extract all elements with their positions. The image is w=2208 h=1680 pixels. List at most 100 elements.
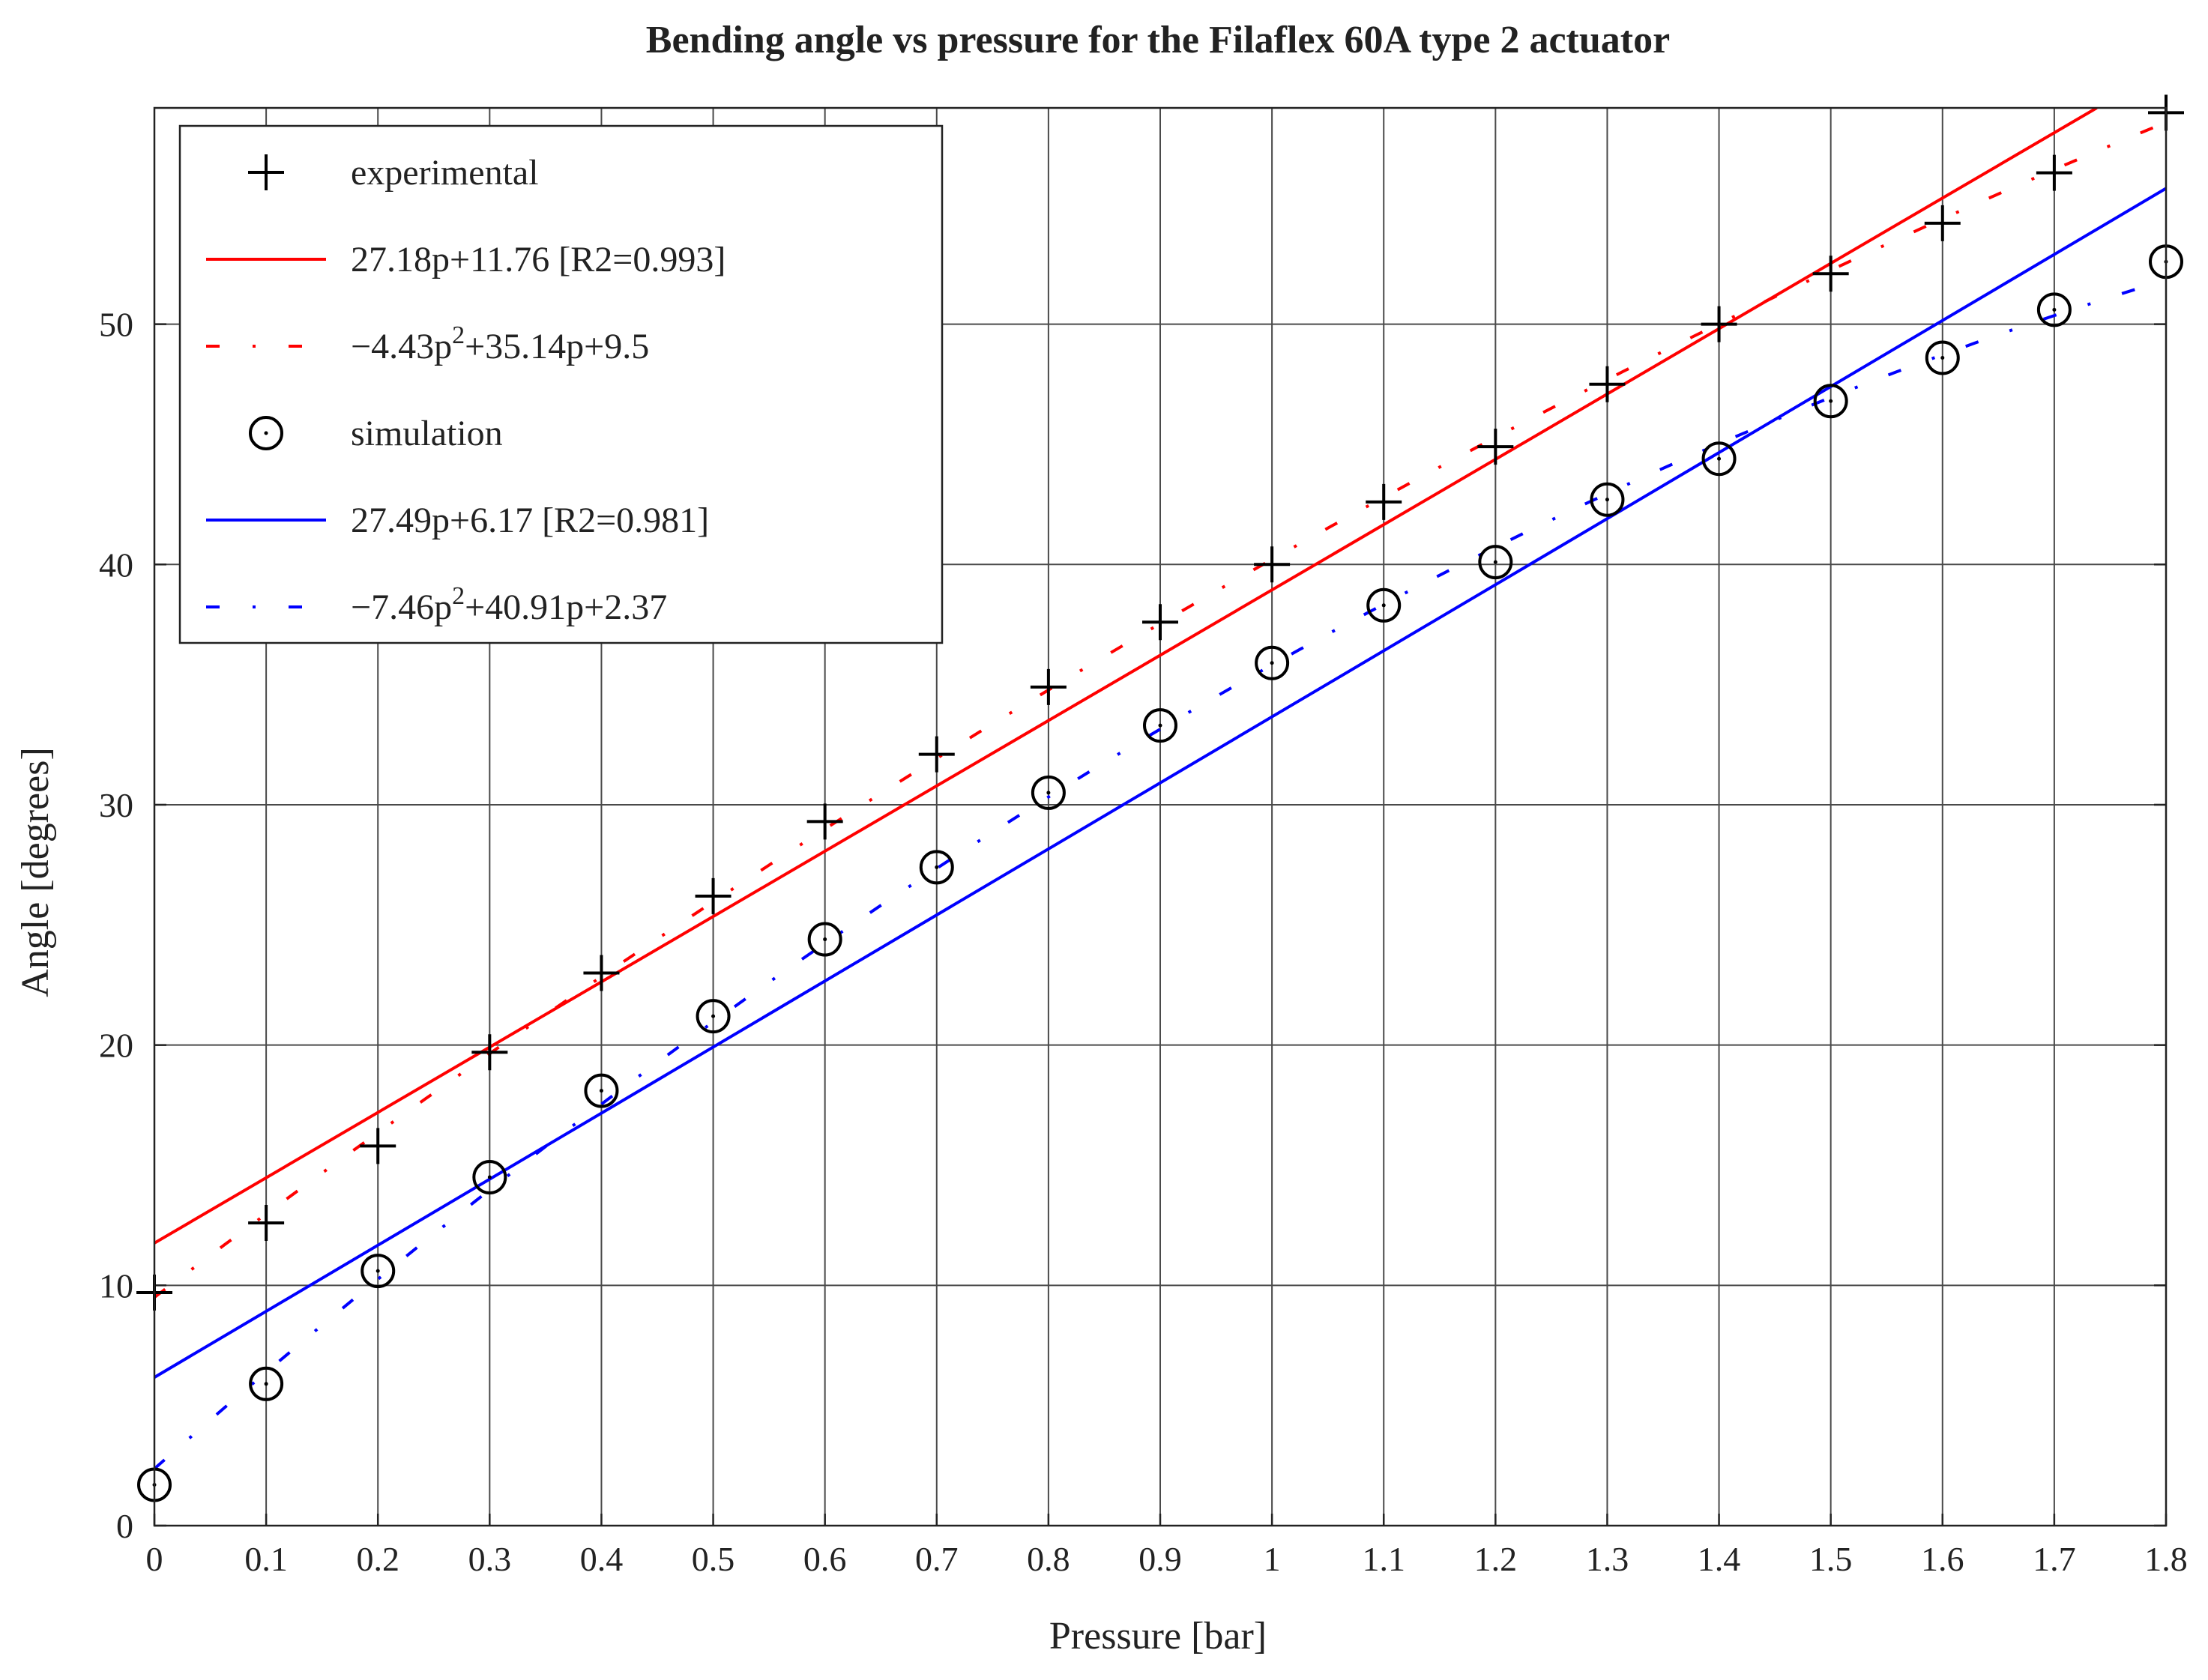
legend-entry: experimental [248, 153, 539, 193]
circle-marker-ring [2036, 292, 2072, 327]
experimental-point [1701, 306, 1737, 342]
experimental-point [471, 1034, 508, 1071]
x-tick-label: 1.3 [1586, 1540, 1629, 1578]
legend-entry: −7.46p2+40.91p+2.37 [206, 582, 667, 627]
x-tick-label: 0.9 [1138, 1540, 1182, 1578]
circle-marker-ring [1143, 708, 1177, 743]
experimental-point [1030, 668, 1067, 705]
experimental-point [695, 877, 732, 914]
y-tick-label: 30 [99, 786, 133, 824]
circle-marker-ring [249, 1366, 284, 1401]
legend-label: −7.46p2+40.91p+2.37 [351, 582, 667, 627]
circle-marker-ring [1701, 441, 1737, 477]
x-tick-label: 1.8 [2144, 1540, 2188, 1578]
legend-label-part: +35.14p+9.5 [465, 327, 649, 366]
x-axis-label: Pressure [bar] [1049, 1615, 1267, 1658]
circle-marker-ring [1813, 384, 1848, 419]
circle-marker-dot [1270, 661, 1274, 665]
experimental-point [1366, 483, 1402, 520]
y-tick-label: 0 [116, 1507, 133, 1545]
experimental-point [360, 1128, 396, 1164]
chart-title: Bending angle vs pressure for the Filafl… [646, 19, 1670, 61]
x-tick-label: 1.2 [1474, 1540, 1518, 1578]
x-tick-label: 1.1 [1362, 1540, 1405, 1578]
legend-entry: 27.49p+6.17 [R2=0.981] [206, 501, 709, 540]
legend-label-part: −7.46p [351, 587, 452, 627]
legend-marker [249, 416, 283, 450]
circle-marker-dot [823, 937, 827, 942]
circle-marker-ring [919, 850, 954, 885]
y-tick-label: 40 [99, 546, 133, 584]
experimental-point [583, 955, 620, 991]
circle-marker-ring [1925, 340, 1960, 375]
circle-marker-dot [2052, 307, 2057, 312]
legend-entry: simulation [249, 414, 503, 453]
simulation-point [1813, 384, 1848, 419]
experimental-point [1477, 429, 1514, 465]
legend-entry: 27.18p+11.76 [R2=0.993] [206, 240, 726, 280]
experimental-point [1254, 546, 1291, 583]
simulation-point [1925, 340, 1960, 375]
series [136, 94, 2184, 1502]
simulation-point [1701, 441, 1737, 477]
plot-frame [153, 106, 2168, 1527]
x-tick-label: 0 [146, 1540, 163, 1578]
simulation-point [249, 1366, 284, 1401]
x-tick-label: 0.1 [244, 1540, 288, 1578]
x-tick-label: 1.7 [2033, 1540, 2076, 1578]
circle-marker-ring [1031, 775, 1066, 810]
legend: experimental 27.18p+11.76 [R2=0.993] −4.43… [178, 124, 944, 644]
tick-labels: 0 0.1 0.2 0.3 0.4 0.5 0.6 0.7 0.8 0.9 1 1.1 1.2 1.3 1.… [99, 306, 2188, 1578]
circle-marker-dot [1605, 498, 1609, 502]
circle-marker-ring [584, 1073, 619, 1108]
experimental-point [918, 736, 955, 773]
experimental-point [1924, 205, 1961, 241]
simulation-point [1366, 587, 1402, 623]
x-tick-label: 0.8 [1027, 1540, 1070, 1578]
simulation-point [696, 999, 731, 1034]
legend-label: simulation [351, 414, 503, 453]
circle-marker-dot [1829, 399, 1833, 403]
circle-marker-ring [1478, 545, 1513, 580]
circle-marker-ring [1255, 645, 1290, 680]
x-tick-label: 1.6 [1921, 1540, 1964, 1578]
y-tick-label: 10 [99, 1266, 133, 1305]
simulation-point [1031, 775, 1066, 810]
circle-marker-dot [1493, 560, 1497, 564]
x-tick-label: 0.5 [692, 1540, 735, 1578]
y-tick-label: 20 [99, 1027, 133, 1065]
legend-label: −4.43p2+35.14p+9.5 [351, 321, 649, 366]
simulation-point [1255, 645, 1290, 680]
circle-marker-dot [264, 431, 268, 435]
legend-label-superscript: 2 [452, 582, 465, 610]
x-tick-label: 0.7 [915, 1540, 959, 1578]
circle-marker-dot [1158, 723, 1162, 728]
simulation-point [584, 1073, 619, 1108]
legend-label-part: +40.91p+2.37 [465, 587, 667, 627]
legend-label: experimental [351, 153, 539, 193]
y-axis-label: Angle [degrees] [14, 747, 57, 997]
simulation-point [2036, 292, 2072, 327]
experimental-point [1142, 604, 1178, 641]
circle-marker-ring [807, 922, 842, 957]
experimental-point [2036, 154, 2072, 191]
circle-marker-dot [1381, 603, 1386, 608]
simulation-point [919, 850, 954, 885]
legend-label-part: −4.43p [351, 327, 452, 366]
circle-marker-ring [472, 1160, 507, 1195]
circle-marker-dot [1046, 791, 1051, 795]
experimental-point [806, 803, 843, 840]
x-tick-label: 0.4 [580, 1540, 624, 1578]
circle-marker-dot [1940, 356, 1945, 360]
circle-marker-ring [1366, 587, 1402, 623]
experimental-point [248, 1204, 285, 1241]
circle-marker-dot [599, 1089, 603, 1093]
circle-marker-ring [696, 999, 731, 1034]
legend-label-superscript: 2 [452, 321, 465, 349]
x-tick-label: 1.4 [1698, 1540, 1741, 1578]
experimental-point [1812, 256, 1849, 292]
simulation-point [807, 922, 842, 957]
circle-marker-dot [375, 1269, 380, 1273]
simulation-point [472, 1160, 507, 1195]
